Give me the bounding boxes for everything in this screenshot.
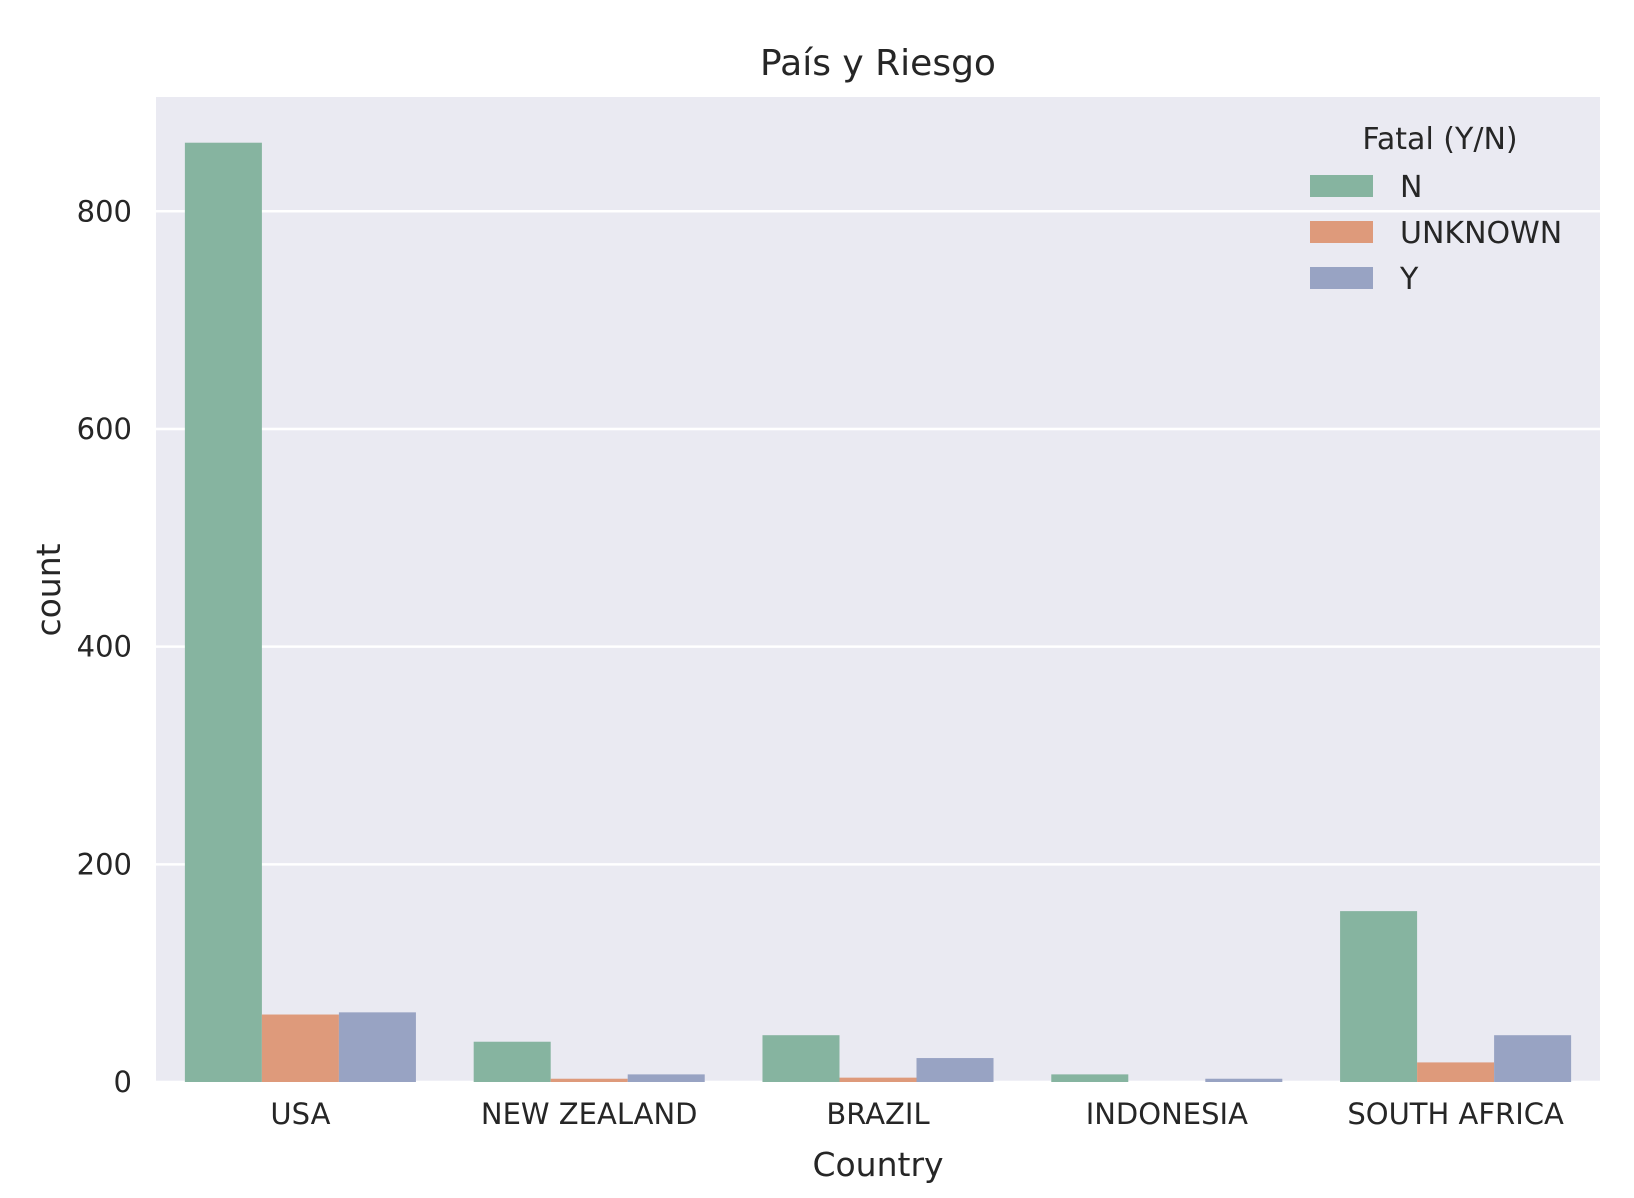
y-tick-label-0: 0 [114,1065,132,1099]
bar-y-2 [916,1058,994,1082]
legend-swatch-unknown [1310,221,1373,243]
y-tick-label-4: 800 [77,194,132,228]
bar-n-1 [473,1041,551,1082]
y-axis-ticks: 0 200 400 600 800 [77,194,132,1099]
x-tick-label-1: NEW ZEALAND [481,1097,698,1131]
legend-swatch-n [1310,175,1373,197]
x-tick-label-0: USA [270,1097,330,1131]
bars [184,142,1572,1082]
bar-unknown-1 [550,1078,628,1082]
x-axis-ticks: USA NEW ZEALAND BRAZIL INDONESIA SOUTH AFRIC… [270,1097,1564,1131]
bar-y-3 [1205,1078,1283,1082]
y-tick-label-2: 400 [77,630,132,664]
x-tick-label-4: SOUTH AFRICA [1347,1097,1564,1131]
legend: Fatal (Y/N) N UNKNOWN Y [1310,122,1562,297]
bar-unknown-0 [261,1014,339,1082]
x-tick-label-3: INDONESIA [1086,1097,1248,1131]
x-tick-label-2: BRAZIL [826,1097,929,1131]
legend-title: Fatal (Y/N) [1362,122,1517,157]
legend-label-n: N [1400,170,1422,205]
bar-y-4 [1494,1035,1572,1082]
bar-n-4 [1340,911,1418,1082]
legend-label-y: Y [1399,262,1419,297]
legend-label-unknown: UNKNOWN [1400,216,1562,251]
bar-n-2 [762,1035,840,1082]
bar-unknown-2 [839,1077,917,1082]
bar-y-1 [627,1074,705,1082]
bar-n-3 [1051,1074,1129,1082]
bar-n-0 [184,142,262,1082]
bar-unknown-4 [1417,1062,1495,1082]
legend-swatch-y [1310,267,1373,289]
x-axis-label: Country [812,1145,943,1184]
bar-y-0 [338,1012,416,1082]
y-axis-label: count [29,543,68,636]
y-tick-label-3: 600 [77,412,132,446]
y-tick-label-1: 200 [77,847,132,881]
chart-title: País y Riesgo [760,43,996,84]
